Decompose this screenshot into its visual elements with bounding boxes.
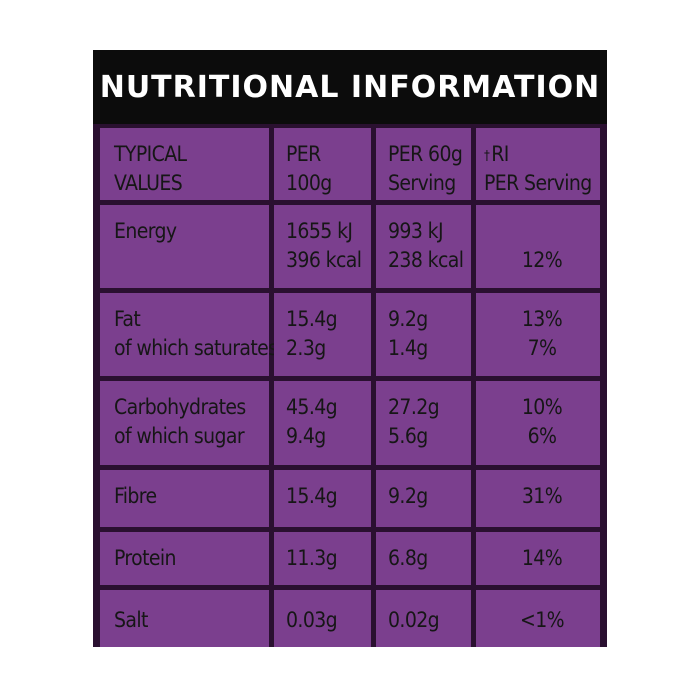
value-text: <1% [519, 608, 565, 632]
value-text: 9.4g [286, 424, 326, 448]
row-label-fibre: Fibre [100, 470, 269, 527]
nutrient-label: Protein [114, 546, 177, 570]
row-label-energy: Energy [100, 205, 269, 288]
fat-per-100g: 15.4g 2.3g [274, 293, 371, 376]
value-text: 1.4g [388, 336, 428, 360]
carbohydrates-per-100g: 45.4g 9.4g [274, 381, 371, 465]
value-text: 396 kcal [286, 248, 362, 272]
value-text: 27.2g [388, 395, 440, 419]
value-text: 9.2g [388, 307, 428, 331]
nutrient-label: Fibre [114, 484, 157, 508]
nutrient-label: Fat [114, 307, 141, 331]
fat-per-60g: 9.2g 1.4g [376, 293, 471, 376]
salt-per-100g: 0.03g [274, 590, 371, 647]
energy-per-60g: 993 kJ 238 kcal [376, 205, 471, 288]
fat-ri: 13% 7% [476, 293, 600, 376]
value-text: 0.02g [388, 608, 440, 632]
value-text: 12% [521, 248, 563, 272]
value-text: 238 kcal [388, 248, 464, 272]
fibre-per-100g: 15.4g [274, 470, 371, 527]
nutrient-label: Salt [114, 608, 148, 632]
value-text: 13% [521, 307, 563, 331]
fibre-ri: 31% [476, 470, 600, 527]
value-text: 31% [521, 484, 563, 508]
carbohydrates-per-60g: 27.2g 5.6g [376, 381, 471, 465]
value-text: 2.3g [286, 336, 326, 360]
protein-ri: 14% [476, 532, 600, 585]
header-text: †RI [484, 140, 600, 169]
value-text: 6.8g [388, 546, 428, 570]
header-text: Serving [388, 171, 456, 195]
value-text: 5.6g [388, 424, 428, 448]
fibre-per-60g: 9.2g [376, 470, 471, 527]
salt-ri: <1% [476, 590, 600, 647]
row-label-protein: Protein [100, 532, 269, 585]
nutrient-label: of which sugar [114, 424, 245, 448]
header-text: PER [286, 142, 321, 166]
protein-per-100g: 11.3g [274, 532, 371, 585]
value-text: 9.2g [388, 484, 428, 508]
value-text: 15.4g [286, 484, 338, 508]
row-label-fat: Fat of which saturates [100, 293, 278, 376]
table-title: NUTRITIONAL INFORMATION [93, 50, 607, 124]
header-text: PER 60g [388, 142, 463, 166]
value-text: 45.4g [286, 395, 338, 419]
value-text: 15.4g [286, 307, 338, 331]
value-text: 1655 kJ [286, 219, 353, 243]
value-text: 993 kJ [388, 219, 444, 243]
value-text: 11.3g [286, 546, 338, 570]
nutrient-label: Carbohydrates [114, 395, 246, 419]
nutrient-label: Energy [114, 219, 177, 243]
protein-per-60g: 6.8g [376, 532, 471, 585]
header-text: TYPICAL [114, 142, 187, 166]
header-ri-per-serving: †RI PER Serving [476, 128, 600, 200]
salt-per-60g: 0.02g [376, 590, 471, 647]
header-per-60g-serving: PER 60g Serving [376, 128, 471, 200]
header-typical-values: TYPICAL VALUES [100, 128, 269, 200]
dagger-mark: † [484, 149, 490, 164]
value-text: 10% [521, 395, 563, 419]
header-text: RI [491, 142, 509, 166]
nutrient-label: of which saturates [114, 336, 278, 360]
header-text: 100g [286, 171, 332, 195]
row-label-carbohydrates: Carbohydrates of which sugar [100, 381, 269, 465]
energy-per-100g: 1655 kJ 396 kcal [274, 205, 371, 288]
value-text: 6% [527, 424, 557, 448]
header-text: VALUES [114, 171, 183, 195]
energy-ri: 12% [476, 205, 600, 288]
value-text: 0.03g [286, 608, 338, 632]
header-text: PER Serving [484, 171, 592, 195]
row-label-salt: Salt [100, 590, 269, 647]
value-text: 7% [527, 336, 557, 360]
header-per-100g: PER 100g [274, 128, 371, 200]
carbohydrates-ri: 10% 6% [476, 381, 600, 465]
value-text: 14% [521, 546, 563, 570]
